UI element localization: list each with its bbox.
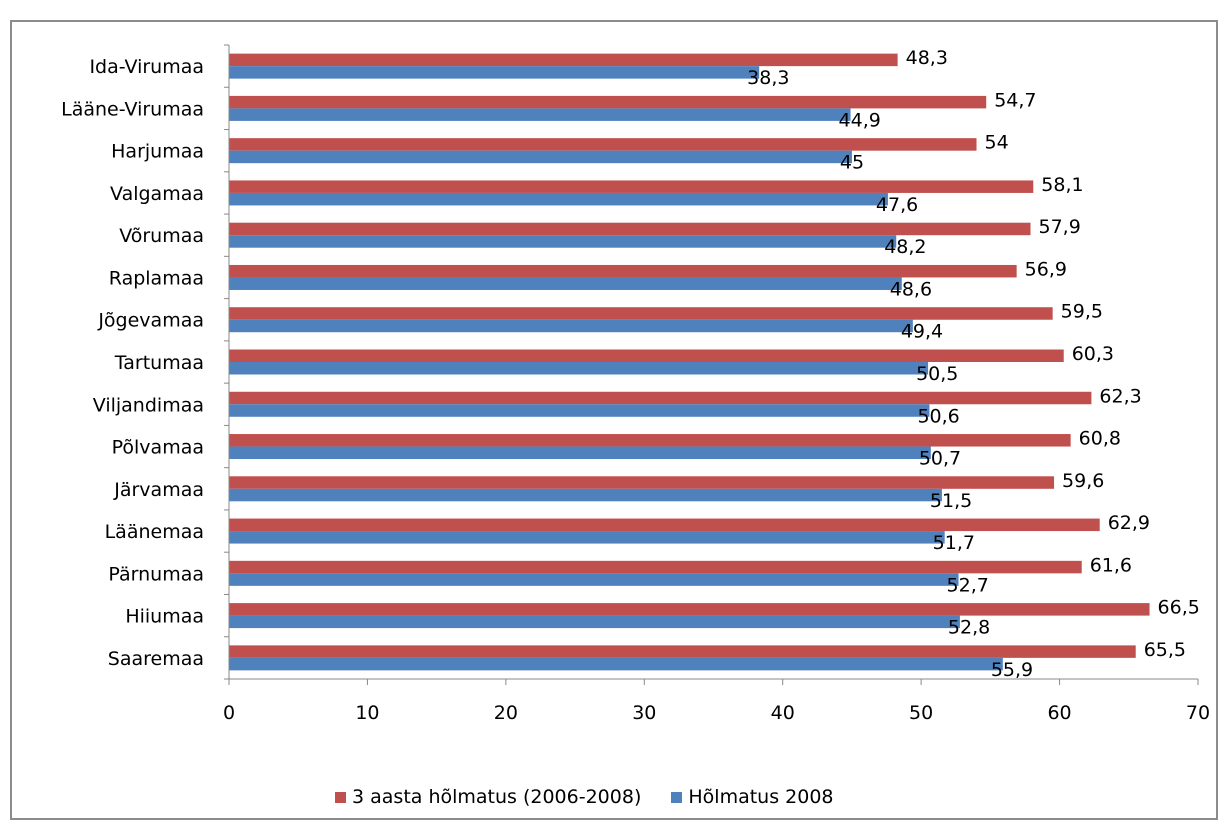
data-label-series-1: 61,6	[1090, 554, 1132, 576]
bar-series-1	[229, 560, 1082, 574]
bar-series-2	[229, 488, 942, 502]
x-tick-label: 40	[771, 702, 795, 724]
x-tick-label: 50	[909, 702, 933, 724]
bar-series-1	[229, 180, 1034, 193]
chart-frame	[10, 20, 1218, 820]
data-label-series-2: 50,6	[917, 405, 959, 427]
bar-series-2	[229, 657, 1003, 671]
category-label: Pärnumaa	[108, 563, 204, 585]
category-label: Raplamaa	[109, 267, 204, 289]
category-label: Läänemaa	[105, 521, 204, 543]
x-tick-label: 70	[1186, 702, 1210, 724]
bar-series-1	[229, 264, 1017, 278]
data-label-series-1: 58,1	[1041, 174, 1083, 196]
bar-series-2	[229, 108, 851, 121]
bar-series-1	[229, 603, 1150, 616]
bar-series-2	[229, 150, 852, 164]
data-label-series-2: 48,6	[890, 278, 932, 300]
x-tick-label: 60	[1047, 702, 1071, 724]
x-tick-label: 20	[494, 702, 518, 724]
category-label: Ida-Virumaa	[89, 56, 204, 78]
x-tick-label: 10	[355, 702, 379, 724]
bar-series-2	[229, 362, 929, 375]
bar-series-1	[229, 434, 1071, 447]
legend-swatch-series-1	[335, 791, 346, 803]
data-label-series-1: 48,3	[906, 47, 948, 69]
bar-series-1	[229, 645, 1136, 658]
data-label-series-2: 50,7	[919, 448, 961, 470]
data-label-series-2: 44,9	[839, 109, 881, 131]
data-label-series-2: 38,3	[747, 67, 789, 89]
data-label-series-1: 60,8	[1079, 428, 1121, 450]
data-label-series-2: 50,5	[916, 363, 958, 385]
data-label-series-2: 52,7	[947, 574, 989, 596]
legend-label-series-1: 3 aasta hõlmatus (2006-2008)	[352, 786, 642, 808]
category-label: Tartumaa	[114, 352, 204, 374]
data-label-series-2: 47,6	[876, 194, 918, 216]
data-label-series-1: 56,9	[1025, 258, 1067, 280]
x-tick-label: 0	[223, 702, 235, 724]
bar-series-2	[229, 235, 897, 248]
legend-item-series-2: Hõlmatus 2008	[671, 786, 834, 808]
bar-series-2	[229, 319, 913, 333]
bar-series-1	[229, 307, 1053, 320]
data-label-series-1: 60,3	[1072, 343, 1114, 365]
category-label: Lääne-Virumaa	[61, 98, 204, 120]
category-label: Jõgevamaa	[97, 310, 204, 332]
bar-series-1	[229, 222, 1031, 236]
legend-swatch-series-2	[671, 791, 683, 803]
data-label-series-1: 62,3	[1099, 385, 1141, 407]
category-label: Valgamaa	[110, 183, 204, 205]
data-label-series-2: 52,8	[948, 617, 990, 639]
bar-series-1	[229, 138, 977, 151]
data-label-series-1: 66,5	[1158, 597, 1200, 619]
x-tick-label: 30	[632, 702, 656, 724]
data-label-series-1: 54	[985, 132, 1009, 154]
data-label-series-1: 59,6	[1062, 470, 1104, 492]
category-label: Järvamaa	[113, 479, 204, 501]
bar-series-1	[229, 349, 1064, 362]
bar-series-2	[229, 66, 760, 79]
category-label: Põlvamaa	[112, 437, 204, 459]
bar-series-1	[229, 518, 1100, 532]
legend-label-series-2: Hõlmatus 2008	[688, 786, 834, 808]
bar-series-1	[229, 391, 1092, 405]
bar-series-2	[229, 277, 902, 290]
bar-series-2	[229, 615, 960, 629]
category-label: Hiiumaa	[125, 606, 204, 628]
data-label-series-1: 59,5	[1061, 301, 1103, 323]
bar-series-2	[229, 531, 945, 544]
data-label-series-2: 49,4	[901, 321, 943, 343]
data-label-series-2: 45	[840, 152, 864, 174]
data-label-series-2: 55,9	[991, 659, 1033, 681]
bar-series-2	[229, 573, 959, 586]
data-label-series-1: 54,7	[994, 89, 1036, 111]
bar-series-2	[229, 404, 930, 417]
category-label: Saaremaa	[108, 648, 204, 670]
bar-series-1	[229, 95, 987, 109]
bar-series-2	[229, 192, 888, 206]
bar-series-1	[229, 476, 1055, 489]
bar-series-1	[229, 53, 898, 67]
data-label-series-2: 48,2	[884, 236, 926, 258]
category-label: Harjumaa	[111, 141, 204, 163]
data-label-series-1: 62,9	[1108, 512, 1150, 534]
data-label-series-1: 57,9	[1039, 216, 1081, 238]
data-label-series-2: 51,7	[933, 532, 975, 554]
category-label: Viljandimaa	[93, 394, 204, 416]
bar-series-2	[229, 446, 931, 460]
category-label: Võrumaa	[119, 225, 204, 247]
data-label-series-1: 65,5	[1144, 639, 1186, 661]
data-label-series-2: 51,5	[930, 490, 972, 512]
legend-item-series-1: 3 aasta hõlmatus (2006-2008)	[335, 786, 641, 808]
legend: 3 aasta hõlmatus (2006-2008) Hõlmatus 20…	[335, 785, 864, 809]
